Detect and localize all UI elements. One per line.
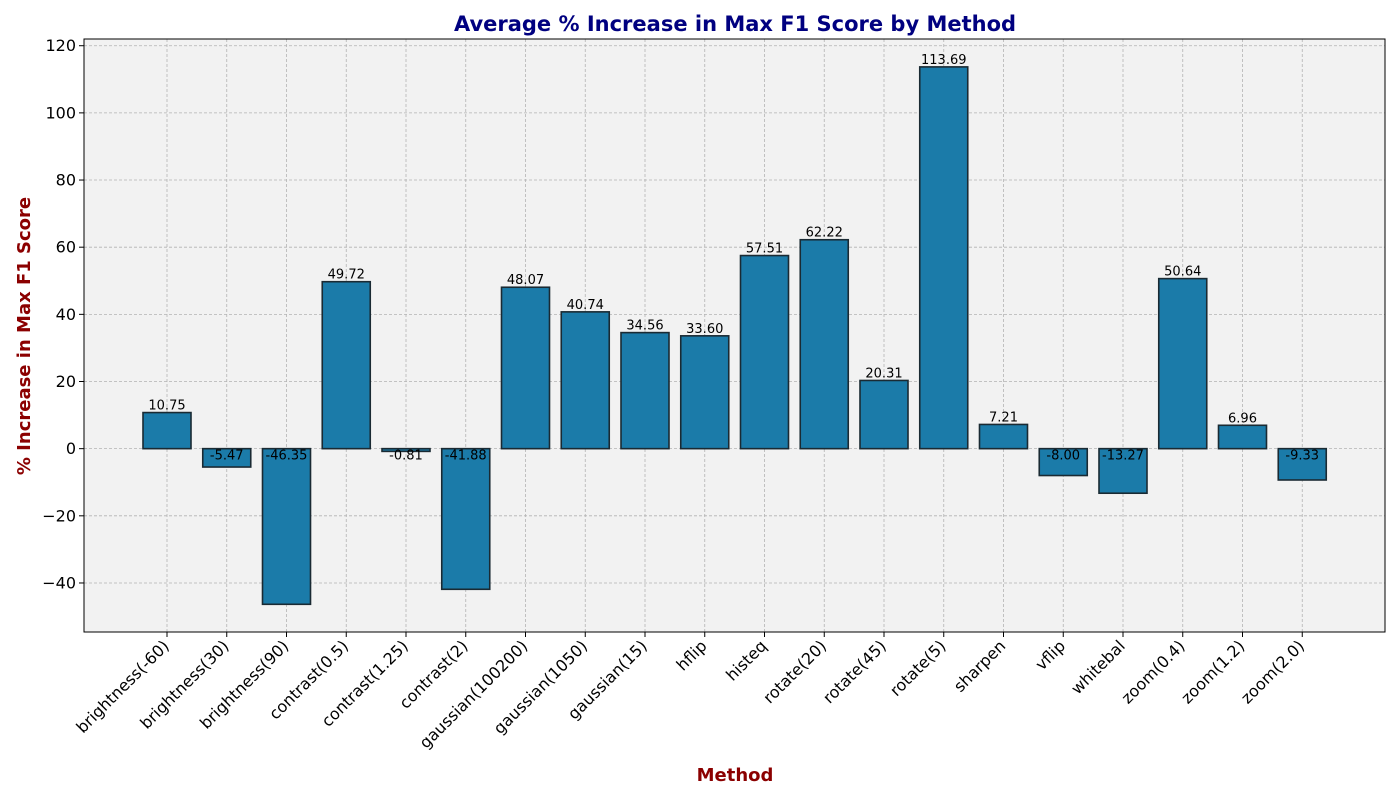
bar-value-label: -46.35 <box>266 449 308 464</box>
bar <box>1217 424 1268 450</box>
x-axis-title: Method <box>697 765 774 786</box>
y-tick-label: 0 <box>66 439 76 458</box>
bar <box>739 254 790 450</box>
bar <box>1098 447 1148 495</box>
bar <box>1038 447 1089 477</box>
bar-value-label: 113.69 <box>921 53 967 68</box>
bar <box>859 379 909 450</box>
y-tick-label: 80 <box>56 171 76 190</box>
bar <box>620 331 670 450</box>
chart-title: Average % Increase in Max F1 Score by Me… <box>454 12 1016 36</box>
x-tick-label: sharpen <box>950 636 1009 695</box>
x-tick-label: hflip <box>673 636 711 674</box>
y-tick-label: 40 <box>56 305 76 324</box>
x-tick-label: rotate(45) <box>819 636 890 707</box>
x-tick-label: whitebal <box>1067 636 1129 698</box>
bar-value-label: -8.00 <box>1046 449 1080 464</box>
y-axis-ticks: −40 −20 0 20 40 60 80 100 120 <box>42 36 84 592</box>
bar <box>1277 447 1328 481</box>
x-tick-label: rotate(5) <box>886 636 950 700</box>
x-tick-label: zoom(2.0) <box>1237 636 1308 707</box>
bars <box>142 66 1328 606</box>
bar-value-label: 7.21 <box>989 410 1018 425</box>
x-tick-label: gaussian(100200) <box>416 636 532 752</box>
bar-value-label: 50.64 <box>1164 265 1201 280</box>
bar <box>261 447 312 606</box>
bar-value-label: 20.31 <box>865 366 902 381</box>
bar-value-label: -0.81 <box>389 449 423 464</box>
bar-value-label: -41.88 <box>445 449 487 464</box>
bar-value-label: 48.07 <box>507 273 544 288</box>
y-tick-label: 20 <box>56 372 76 391</box>
bar-value-label: -5.47 <box>210 449 244 464</box>
bar-value-label: 6.96 <box>1228 411 1257 426</box>
x-tick-label: histeq <box>722 636 770 684</box>
x-axis-ticks: brightness(-60)brightness(30)brightness(… <box>72 632 1308 752</box>
x-tick-label: zoom(0.4) <box>1118 636 1189 707</box>
y-tick-label: 60 <box>56 238 76 257</box>
y-tick-label: 100 <box>45 103 76 122</box>
bar-value-label: 34.56 <box>626 319 663 334</box>
bar <box>201 447 252 468</box>
bar <box>500 286 551 450</box>
x-tick-label: vflip <box>1031 636 1069 674</box>
bar <box>381 447 431 453</box>
plot-frame <box>83 38 1386 633</box>
bar-value-label: 33.60 <box>686 322 723 337</box>
y-tick-label: −20 <box>42 506 76 525</box>
bar <box>560 311 611 450</box>
bar-value-label: 40.74 <box>567 298 604 313</box>
bar <box>679 335 730 450</box>
bar-value-label: -13.27 <box>1102 449 1144 464</box>
bar <box>799 238 850 450</box>
data-labels: 10.75 -5.47 -46.35 49.72 -0.81 -41.88 48.07 40.… <box>148 53 1319 464</box>
bar <box>321 280 372 450</box>
y-tick-label: 120 <box>45 36 76 55</box>
bar-value-label: 10.75 <box>148 399 185 414</box>
bar-value-label: -9.33 <box>1285 449 1319 464</box>
bar <box>440 447 491 591</box>
x-tick-label: rotate(20) <box>759 636 830 707</box>
x-tick-label: zoom(1.2) <box>1177 636 1248 707</box>
bar <box>978 423 1029 450</box>
bar <box>918 66 969 450</box>
bar <box>1157 277 1208 450</box>
y-tick-label: −40 <box>42 573 76 592</box>
bar-value-label: 49.72 <box>328 268 365 283</box>
bar-value-label: 57.51 <box>746 242 783 257</box>
y-axis-title: % Increase in Max F1 Score <box>14 197 35 475</box>
bar <box>142 411 192 450</box>
bar-value-label: 62.22 <box>806 226 843 241</box>
